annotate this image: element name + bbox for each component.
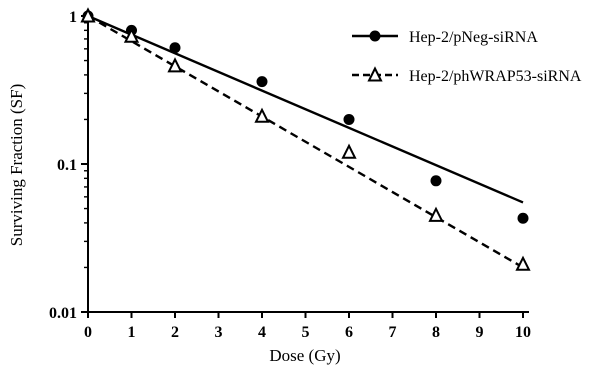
y-tick-label: 0.01 xyxy=(49,305,77,322)
data-point xyxy=(515,255,531,271)
data-point xyxy=(343,113,355,125)
data-point xyxy=(256,76,268,88)
x-tick-label: 2 xyxy=(171,324,179,341)
data-point xyxy=(428,206,444,222)
x-tick-label: 5 xyxy=(302,324,310,341)
legend-label: Hep-2/phWRAP53-siRNA xyxy=(409,68,582,85)
data-point xyxy=(80,7,96,23)
y-tick-label: 1 xyxy=(69,9,77,26)
data-point xyxy=(367,66,383,82)
y-axis-title: Surviving Fraction (SF) xyxy=(7,84,26,246)
series-fit-line xyxy=(87,14,524,204)
data-point xyxy=(169,42,181,54)
data-point xyxy=(167,57,183,73)
data-point xyxy=(123,27,140,43)
x-axis-title: Dose (Gy) xyxy=(269,346,340,365)
x-tick-label: 10 xyxy=(515,324,531,341)
data-point xyxy=(341,143,357,159)
x-tick-label: 3 xyxy=(215,324,223,341)
data-point xyxy=(254,107,270,123)
x-tick-label: 9 xyxy=(476,324,484,341)
legend-label: Hep-2/pNeg-siRNA xyxy=(409,29,538,46)
legend: Hep-2/pNeg-siRNA Hep-2/phWRAP53-siRNA xyxy=(352,29,582,85)
data-point xyxy=(430,175,442,187)
data-point xyxy=(517,212,529,224)
x-tick-label: 8 xyxy=(432,324,440,341)
x-tick-label: 6 xyxy=(345,324,353,341)
series-fit-line xyxy=(87,14,524,269)
x-tick-label: 0 xyxy=(84,324,92,341)
axes: 0 1 2 3 4 5 6 7 8 9 10 0.01 0.1 1 xyxy=(49,9,531,341)
x-tick-label: 7 xyxy=(389,324,397,341)
fit-lines xyxy=(87,14,524,269)
y-tick-label: 0.1 xyxy=(57,157,77,174)
x-tick-label: 1 xyxy=(128,324,136,341)
data-point xyxy=(369,30,381,42)
x-tick-label: 4 xyxy=(258,324,266,341)
data-points xyxy=(80,7,531,271)
